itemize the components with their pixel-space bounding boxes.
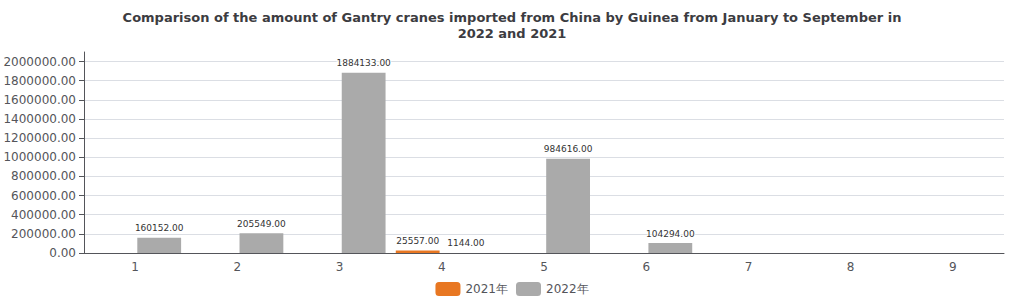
svg-text:1400000.00: 1400000.00	[3, 112, 76, 126]
svg-text:400000.00: 400000.00	[11, 208, 76, 222]
svg-text:7: 7	[745, 260, 753, 274]
svg-text:160152.00: 160152.00	[135, 223, 184, 233]
svg-text:2022年: 2022年	[546, 282, 589, 296]
svg-text:1000000.00: 1000000.00	[3, 150, 76, 164]
svg-text:104294.00: 104294.00	[646, 229, 695, 239]
svg-text:984616.00: 984616.00	[544, 144, 593, 154]
svg-text:1800000.00: 1800000.00	[3, 74, 76, 88]
svg-text:2000000.00: 2000000.00	[3, 55, 76, 69]
svg-text:1144.00: 1144.00	[447, 238, 484, 248]
svg-text:25557.00: 25557.00	[396, 236, 439, 246]
svg-text:1600000.00: 1600000.00	[3, 93, 76, 107]
svg-text:4: 4	[438, 260, 446, 274]
svg-text:200000.00: 200000.00	[11, 227, 76, 241]
svg-text:9: 9	[949, 260, 957, 274]
svg-text:6: 6	[642, 260, 650, 274]
svg-text:2: 2	[234, 260, 242, 274]
svg-text:2022 and 2021: 2022 and 2021	[458, 26, 567, 41]
svg-text:600000.00: 600000.00	[11, 189, 76, 203]
svg-text:205549.00: 205549.00	[237, 219, 286, 229]
svg-text:800000.00: 800000.00	[11, 169, 76, 183]
svg-text:1: 1	[131, 260, 139, 274]
svg-text:0.00: 0.00	[49, 246, 76, 260]
svg-text:Comparison of the amount of Ga: Comparison of the amount of Gantry crane…	[123, 10, 902, 25]
svg-text:2021年: 2021年	[465, 282, 508, 296]
svg-text:8: 8	[847, 260, 855, 274]
svg-text:3: 3	[336, 260, 344, 274]
svg-text:5: 5	[540, 260, 548, 274]
svg-text:1200000.00: 1200000.00	[3, 131, 76, 145]
svg-text:1884133.00: 1884133.00	[336, 58, 391, 68]
